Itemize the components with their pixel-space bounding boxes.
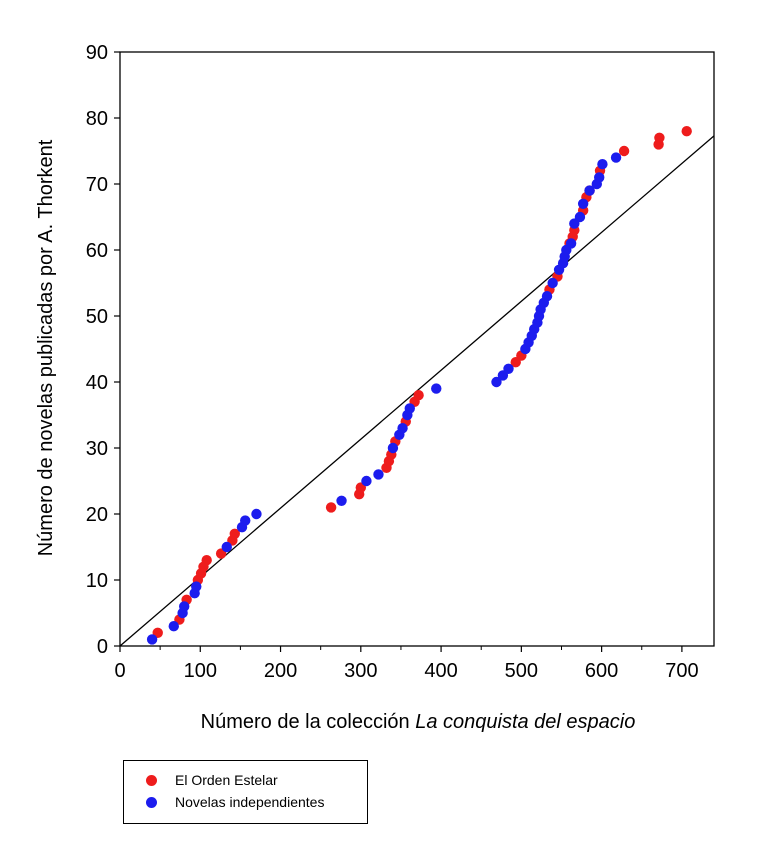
y-tick-label: 40	[86, 372, 108, 394]
y-tick-label: 0	[97, 636, 108, 658]
data-point-novela-independiente	[397, 423, 408, 434]
y-tick-label: 70	[86, 174, 108, 196]
y-tick-label: 90	[86, 42, 108, 64]
data-point-novela-independiente	[168, 621, 179, 632]
x-tick-label: 100	[184, 660, 217, 682]
data-point-orden-estelar	[681, 126, 692, 137]
data-point-novela-independiente	[431, 383, 442, 394]
y-tick-label: 20	[86, 504, 108, 526]
data-point-novela-independiente	[574, 211, 586, 223]
data-point-orden-estelar	[229, 528, 240, 539]
data-point-novela-independiente	[594, 172, 605, 183]
x-tick-label: 200	[264, 660, 297, 682]
x-axis-label: Número de la colección La conquista del …	[201, 711, 636, 733]
plot-frame	[119, 51, 715, 647]
x-tick-label: 0	[114, 660, 125, 682]
data-point-novela-independiente	[584, 185, 595, 196]
data-point-orden-estelar	[618, 145, 630, 157]
x-tick-label: 300	[344, 660, 377, 682]
data-point-novela-independiente	[179, 601, 190, 612]
data-point-novela-independiente	[404, 403, 415, 414]
data-point-novela-independiente	[191, 581, 202, 592]
data-point-novela-independiente	[597, 159, 608, 170]
legend-marker-blue	[146, 796, 157, 808]
legend-marker-red	[146, 774, 157, 786]
legend-item-novelas-independientes: Novelas independientes	[146, 794, 324, 810]
data-point-novela-independiente	[503, 363, 514, 374]
data-point-orden-estelar	[201, 555, 212, 566]
y-tick-label: 30	[86, 438, 108, 460]
data-point-novela-independiente	[251, 508, 262, 520]
data-point-novela-independiente	[577, 198, 589, 209]
y-axis-label: Número de novelas publicadas por A. Thor…	[35, 139, 57, 556]
data-point-orden-estelar	[413, 390, 424, 401]
data-point-novela-independiente	[387, 442, 399, 454]
x-tick-label: 600	[585, 660, 618, 682]
data-point-novela-independiente	[547, 277, 558, 289]
data-point-novela-independiente	[541, 291, 553, 302]
legend-item-orden-estelar: El Orden Estelar	[146, 772, 278, 788]
data-point-novela-independiente	[491, 376, 502, 388]
data-point-novela-independiente	[221, 541, 232, 553]
y-tick-label: 50	[86, 306, 108, 328]
legend: El Orden Estelar Novelas independientes	[123, 760, 368, 824]
data-point-novela-independiente	[336, 495, 347, 506]
x-tick-label: 700	[665, 660, 698, 682]
x-axis-label-italic: La conquista del espacio	[415, 711, 635, 733]
x-tick-label: 400	[424, 660, 457, 682]
data-point-novela-independiente	[565, 238, 577, 249]
x-axis: 0 100 200 300 400 500 600 700	[114, 646, 699, 682]
data-point-orden-estelar	[654, 132, 665, 143]
data-point-novela-independiente	[373, 469, 384, 480]
data-point-orden-estelar	[325, 502, 337, 513]
data-point-novela-independiente	[146, 634, 158, 645]
legend-label: El Orden Estelar	[175, 772, 278, 788]
data-point-novela-independiente	[610, 152, 622, 163]
data-point-novela-independiente	[240, 515, 251, 526]
data-points	[146, 126, 692, 645]
y-tick-label: 80	[86, 108, 108, 130]
y-tick-label: 60	[86, 240, 108, 262]
x-axis-label-prefix: Número de la colección	[201, 711, 416, 733]
x-tick-label: 500	[505, 660, 538, 682]
y-axis: 0 10 20 30 40 50 60 70 80 90	[86, 42, 120, 658]
plot-area	[119, 51, 715, 647]
legend-label: Novelas independientes	[175, 794, 325, 810]
y-tick-label: 10	[86, 570, 108, 592]
data-point-novela-independiente	[361, 475, 372, 487]
